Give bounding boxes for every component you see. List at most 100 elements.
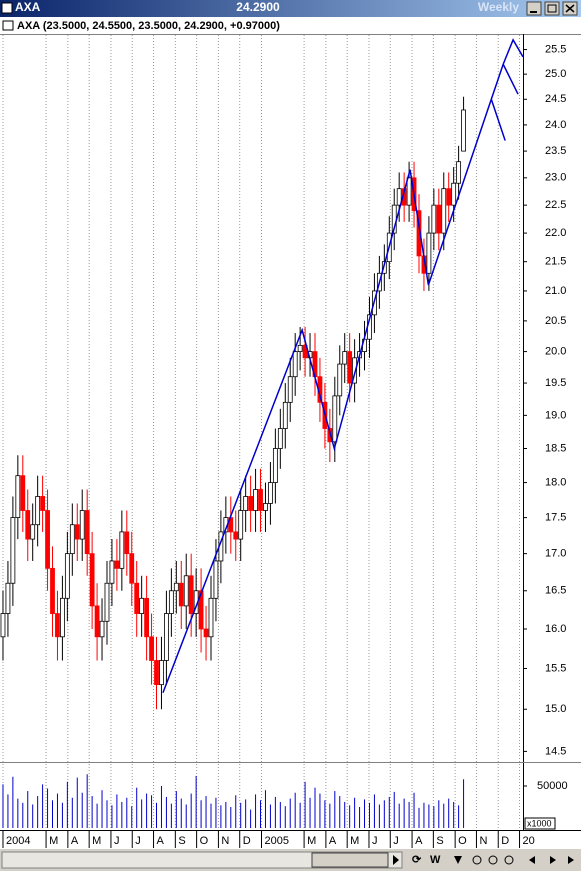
- zigzag-line: [162, 38, 523, 694]
- candle-body: [119, 531, 125, 569]
- x-tick-label: 2004: [6, 835, 30, 847]
- candle-body: [332, 395, 338, 443]
- nav-left[interactable]: [529, 856, 535, 864]
- candle-body: [253, 489, 258, 511]
- candle-body: [268, 482, 273, 504]
- x-tick-label: M: [350, 835, 359, 847]
- y-tick-label: 23.5: [545, 145, 566, 157]
- projection-line: [502, 63, 519, 95]
- candle-body: [213, 560, 219, 599]
- x-tick-label: M: [307, 835, 316, 847]
- candle-body: [50, 567, 55, 614]
- y-tick-label: 24.0: [545, 119, 566, 131]
- candle-body: [94, 605, 100, 638]
- title-bar: [0, 0, 581, 17]
- candle-body: [238, 510, 244, 540]
- zoom-in-button[interactable]: [504, 855, 514, 865]
- y-tick-label: 15.0: [545, 703, 566, 715]
- last-price: 24.2900: [236, 0, 280, 14]
- y-tick-label: 21.0: [545, 285, 566, 297]
- window-buttons[interactable]: [526, 1, 578, 16]
- x-tick-label: N: [479, 835, 487, 847]
- close-icon: [565, 4, 575, 13]
- x-tick-label: 20: [523, 835, 535, 847]
- x-tick-label: J: [372, 835, 378, 847]
- candle-body: [69, 524, 75, 555]
- y-tick-label: 20.5: [545, 315, 566, 327]
- app-icon: [1, 2, 13, 14]
- candle-body: [431, 204, 437, 234]
- candle-body: [104, 582, 110, 622]
- candle-body: [114, 560, 120, 569]
- x-tick-label: O: [200, 835, 209, 847]
- x-tick-label: M: [92, 835, 101, 847]
- candle-body: [441, 188, 447, 234]
- crosshair-button[interactable]: [472, 855, 482, 865]
- candle-body: [451, 182, 457, 206]
- candle-body: [347, 351, 353, 384]
- maximize-button[interactable]: [544, 1, 560, 16]
- x-tick-label: A: [329, 835, 337, 847]
- candle-body: [45, 510, 50, 569]
- candle-body: [342, 351, 348, 365]
- y-tick-label: 22.0: [545, 227, 566, 239]
- candle-body: [287, 376, 293, 403]
- candle-body: [15, 475, 21, 518]
- candle-body: [64, 553, 70, 599]
- candle-body: [99, 620, 105, 638]
- candle-body: [188, 575, 194, 614]
- plot: 2004 M A M J J A S O N D 2005 M A M J J A S O N D 2014.515.015…: [0, 35, 568, 848]
- zoom-out-button[interactable]: [488, 855, 498, 865]
- candle-body: [203, 628, 209, 638]
- candle-body: [60, 597, 65, 638]
- candle-body: [20, 475, 26, 511]
- projection-line: [490, 99, 506, 141]
- y-tick-label: 19.5: [545, 377, 566, 389]
- candle-body: [30, 524, 36, 540]
- legend-text: AXA (23.5000, 24.5500, 23.5000, 24.2900,…: [17, 20, 280, 32]
- candle-body: [124, 531, 130, 555]
- legend-bar: [0, 17, 581, 34]
- period: Weekly: [478, 0, 519, 14]
- period-button[interactable]: W: [430, 854, 441, 866]
- x-tick-label: 2005: [265, 835, 289, 847]
- x-tick-label: D: [501, 835, 509, 847]
- x-tick-label: A: [71, 835, 79, 847]
- candle-body: [327, 428, 333, 443]
- minimize-button[interactable]: [526, 1, 542, 16]
- scrollbar[interactable]: [1, 851, 403, 869]
- volume-tick-label: 50000: [537, 780, 568, 792]
- candle-body: [55, 613, 60, 638]
- x-tick-label: A: [415, 835, 423, 847]
- candle-body: [302, 344, 308, 359]
- candle-body: [406, 177, 412, 206]
- plot-background: [0, 34, 581, 830]
- nav-right[interactable]: [550, 856, 556, 864]
- candle-body: [198, 590, 204, 630]
- x-tick-label: J: [114, 835, 120, 847]
- candle-body: [248, 496, 254, 511]
- multiplier-box: [524, 817, 556, 830]
- tool-button[interactable]: [454, 856, 462, 864]
- y-tick-label: 18.0: [545, 476, 566, 488]
- y-tick-label: 18.5: [545, 442, 566, 454]
- candle-body: [149, 636, 154, 661]
- scroll-thumb[interactable]: [311, 852, 389, 868]
- scroll-right[interactable]: [393, 855, 399, 865]
- candle-body: [178, 582, 184, 607]
- candle-body: [436, 204, 442, 234]
- y-tick-label: 25.0: [545, 68, 566, 80]
- x-tick-label: A: [157, 835, 165, 847]
- refresh-button[interactable]: ⟳: [412, 854, 422, 866]
- overlay: [162, 38, 523, 694]
- candle-body: [282, 401, 288, 429]
- y-tick-label: 17.0: [545, 548, 566, 560]
- nav-end[interactable]: [568, 856, 574, 864]
- candle-body: [416, 210, 422, 257]
- candle-body: [40, 496, 46, 511]
- x-tick-label: J: [393, 835, 399, 847]
- candle-body: [129, 553, 135, 584]
- candle-body: [396, 188, 402, 206]
- candle-body: [297, 344, 303, 352]
- candle-body: [139, 597, 145, 614]
